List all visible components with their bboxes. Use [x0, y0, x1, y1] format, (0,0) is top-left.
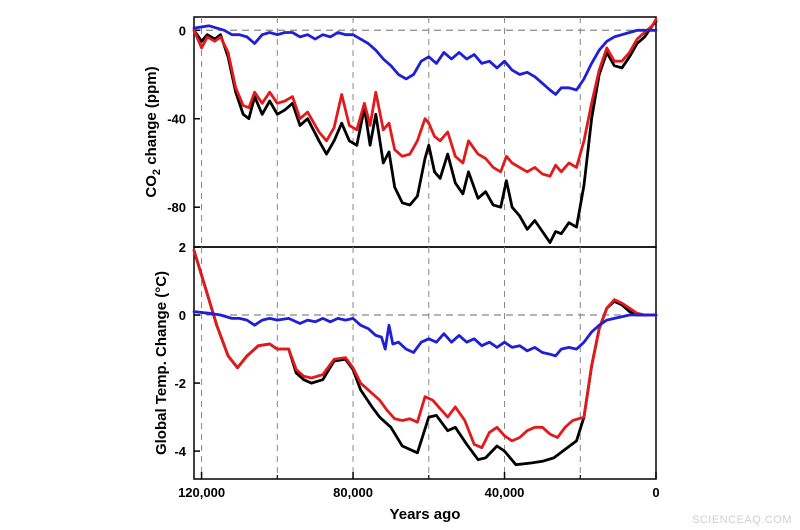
temp-y-tick-label: 2	[179, 240, 186, 255]
co2-y-axis-title-suffix: change (ppm)	[143, 66, 160, 169]
temp-panel: 2 0 -2 -4 120,000 80,000 40,000 0 Global Temp.…	[153, 240, 660, 523]
x-tick-label: 120,000	[178, 485, 225, 500]
co2-panel: 0 -40 -80 CO2 change (ppm)	[143, 16, 658, 248]
x-tick-label: 0	[652, 485, 659, 500]
co2-series	[192, 17, 658, 245]
co2-y-tick-label: -40	[167, 112, 186, 127]
temp-y-tick-label: -4	[174, 444, 186, 459]
co2-y-tick-label: 0	[179, 23, 186, 38]
watermark: SCIENCEAQ.COM	[691, 514, 792, 526]
co2-y-axis-title-prefix: CO	[143, 175, 160, 198]
co2-series-line-1	[192, 17, 658, 178]
x-axis-title: Years ago	[390, 506, 461, 523]
temp-grid	[194, 247, 656, 479]
temp-series-line-2	[192, 310, 658, 358]
x-tick-label: 80,000	[333, 485, 373, 500]
temp-series-line-1	[192, 248, 658, 450]
temp-y-tick-label: -2	[174, 376, 186, 391]
temp-y-axis-title: Global Temp. Change (°C)	[153, 271, 170, 455]
x-tick-label: 40,000	[485, 485, 525, 500]
temp-series-line-0	[192, 248, 658, 467]
temp-plot-frame	[193, 246, 657, 480]
temp-y-ticks: 2 0 -2 -4	[174, 240, 200, 459]
co2-y-ticks: 0 -40 -80	[167, 23, 200, 215]
co2-y-axis-title-sub: 2	[151, 169, 163, 175]
temp-y-tick-label: 0	[179, 308, 186, 323]
co2-series-line-2	[192, 24, 658, 96]
co2-grid	[194, 17, 656, 247]
temp-x-ticks: 120,000 80,000 40,000 0	[178, 472, 660, 500]
co2-series-line-0	[192, 19, 658, 245]
co2-y-tick-label: -80	[167, 200, 186, 215]
co2-y-axis-title: CO2 change (ppm)	[143, 66, 163, 197]
temp-series	[192, 248, 658, 467]
